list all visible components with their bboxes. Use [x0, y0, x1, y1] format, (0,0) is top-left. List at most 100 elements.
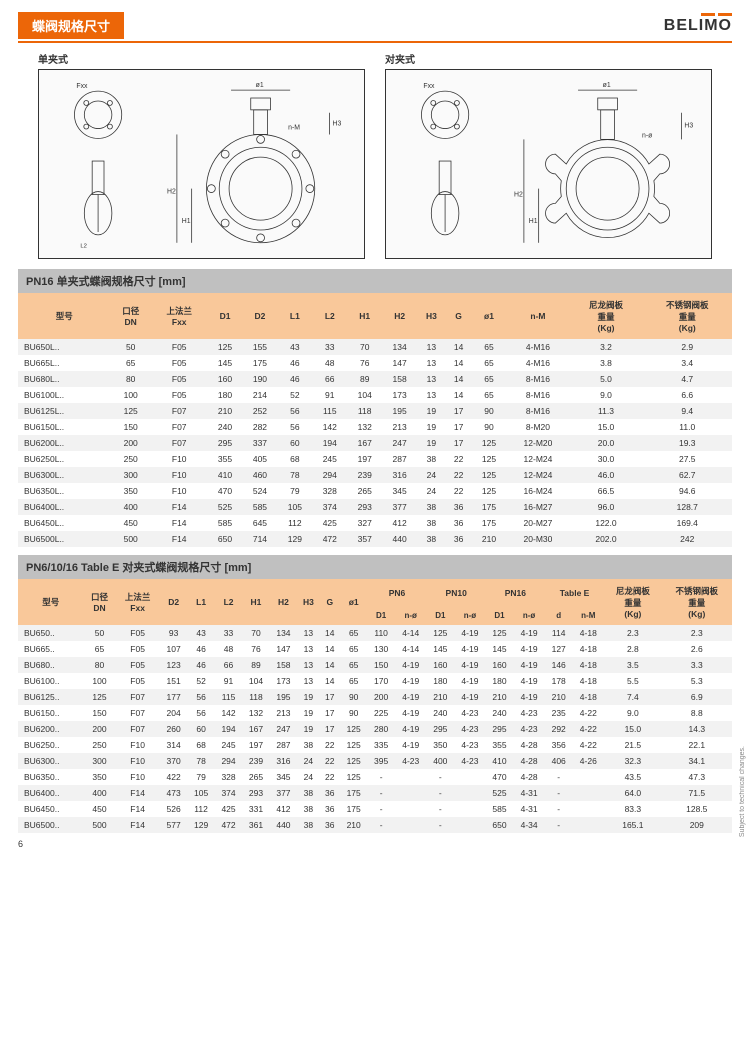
table-cell: 355 — [208, 451, 243, 467]
table-cell: 12-M20 — [506, 435, 569, 451]
table2: 型号口径DN上法兰FxxD2L1L2H1H2H3Gø1PN6PN10PN16Ta… — [18, 579, 732, 833]
table-cell: 294 — [312, 467, 347, 483]
table-cell: BU6150L.. — [18, 419, 111, 435]
table-row: BU6400L..400F145255851053742933773836175… — [18, 499, 732, 515]
table-cell: 9.0 — [569, 387, 642, 403]
table-cell: F14 — [151, 531, 208, 547]
svg-text:H3: H3 — [684, 123, 693, 130]
table-cell: 132 — [242, 705, 269, 721]
table-cell: 17 — [320, 705, 340, 721]
table-cell: 43 — [277, 339, 312, 355]
table-cell: 125 — [340, 769, 367, 785]
table-cell: 175 — [340, 785, 367, 801]
table-cell: BU6400.. — [18, 785, 84, 801]
table1-header-cell: G — [446, 293, 472, 339]
table-cell: 585 — [208, 515, 243, 531]
table-cell: 328 — [312, 483, 347, 499]
table2-subheader-cell: D1 — [427, 606, 454, 625]
table-cell: 90 — [472, 419, 507, 435]
table-cell: 4-19 — [513, 689, 545, 705]
table-cell: 345 — [270, 769, 297, 785]
table-cell: 76 — [242, 641, 269, 657]
table-cell: 52 — [277, 387, 312, 403]
table-cell: BU6125L.. — [18, 403, 111, 419]
page-number: 6 — [18, 839, 732, 849]
table-cell: 158 — [270, 657, 297, 673]
table-cell: 247 — [270, 721, 297, 737]
table-cell: - — [367, 801, 394, 817]
table-cell: 300 — [111, 467, 151, 483]
table-cell: 22 — [320, 753, 340, 769]
table-cell: 60 — [187, 721, 214, 737]
table-cell: 127 — [545, 641, 572, 657]
table-cell — [395, 769, 427, 785]
table-cell: 355 — [486, 737, 513, 753]
table-cell: 11.3 — [569, 403, 642, 419]
table-cell: 24 — [417, 467, 446, 483]
table-cell: 125 — [472, 451, 507, 467]
table-cell: 2.6 — [662, 641, 732, 657]
table1-header-cell: H1 — [347, 293, 382, 339]
table2-subheader-cell: D1 — [486, 606, 513, 625]
table-cell: 118 — [242, 689, 269, 705]
table-cell: 91 — [215, 673, 242, 689]
svg-text:ø1: ø1 — [256, 82, 264, 89]
table-cell: 4-23 — [454, 705, 486, 721]
table-cell: 295 — [208, 435, 243, 451]
svg-text:H1: H1 — [529, 218, 538, 225]
table-cell: 4-18 — [572, 641, 604, 657]
table-row: BU6400..400F144731053742933773836175--52… — [18, 785, 732, 801]
table-cell: 19 — [417, 403, 446, 419]
table-cell: 16-M27 — [506, 499, 569, 515]
brand-logo: BELIMO — [664, 17, 732, 35]
table-cell: 714 — [242, 531, 277, 547]
svg-text:H2: H2 — [514, 192, 523, 199]
table-cell: 235 — [545, 705, 572, 721]
table-cell: 470 — [208, 483, 243, 499]
table-cell: 46 — [277, 355, 312, 371]
table-cell: 38 — [297, 817, 319, 833]
table-cell: 292 — [545, 721, 572, 737]
table-cell: 125 — [472, 467, 507, 483]
table-cell: 36 — [320, 785, 340, 801]
table-cell: 202.0 — [569, 531, 642, 547]
table-cell: 6.6 — [643, 387, 733, 403]
table-row: BU6100..100F0515152911041731314651704-19… — [18, 673, 732, 689]
table-cell: 14 — [320, 641, 340, 657]
table-cell: 70 — [347, 339, 382, 355]
table-cell: 400 — [427, 753, 454, 769]
table-cell: 167 — [242, 721, 269, 737]
table-cell: 123 — [160, 657, 187, 673]
table-cell: 210 — [208, 403, 243, 419]
table-row: BU6350L..350F104705247932826534524221251… — [18, 483, 732, 499]
table-cell: 130 — [367, 641, 394, 657]
table-cell: 19 — [417, 435, 446, 451]
diagram-wafer-label: 对夹式 — [385, 51, 712, 66]
table-cell: 287 — [382, 451, 417, 467]
table-cell: F05 — [151, 355, 208, 371]
table-cell — [454, 785, 486, 801]
table-cell: 11.0 — [643, 419, 733, 435]
table-cell: 3.3 — [662, 657, 732, 673]
table2-subheader-cell: n-M — [572, 606, 604, 625]
diagram-lug-label: 单夹式 — [38, 51, 365, 66]
table-cell: 225 — [367, 705, 394, 721]
table-cell: 204 — [160, 705, 187, 721]
table-cell: 151 — [160, 673, 187, 689]
table1: 型号口径DN上法兰FxxD1D2L1L2H1H2H3Gø1n-M尼龙阀板重量(K… — [18, 293, 732, 547]
table-row: BU6200L..200F072953376019416724719171251… — [18, 435, 732, 451]
table-cell: 134 — [270, 625, 297, 641]
table-cell: F05 — [151, 339, 208, 355]
table-cell: BU650.. — [18, 625, 84, 641]
table2-header-cell: H1 — [242, 579, 269, 625]
table-cell: 472 — [215, 817, 242, 833]
table-cell: 585 — [242, 499, 277, 515]
table-cell: - — [367, 769, 394, 785]
table-cell: 160 — [427, 657, 454, 673]
table-cell: 4-23 — [513, 721, 545, 737]
table2-header-cell: Table E — [545, 579, 604, 606]
table-cell: 150 — [367, 657, 394, 673]
table-cell: 155 — [242, 339, 277, 355]
table-cell: 65 — [340, 641, 367, 657]
table2-header-cell: 口径DN — [84, 579, 116, 625]
